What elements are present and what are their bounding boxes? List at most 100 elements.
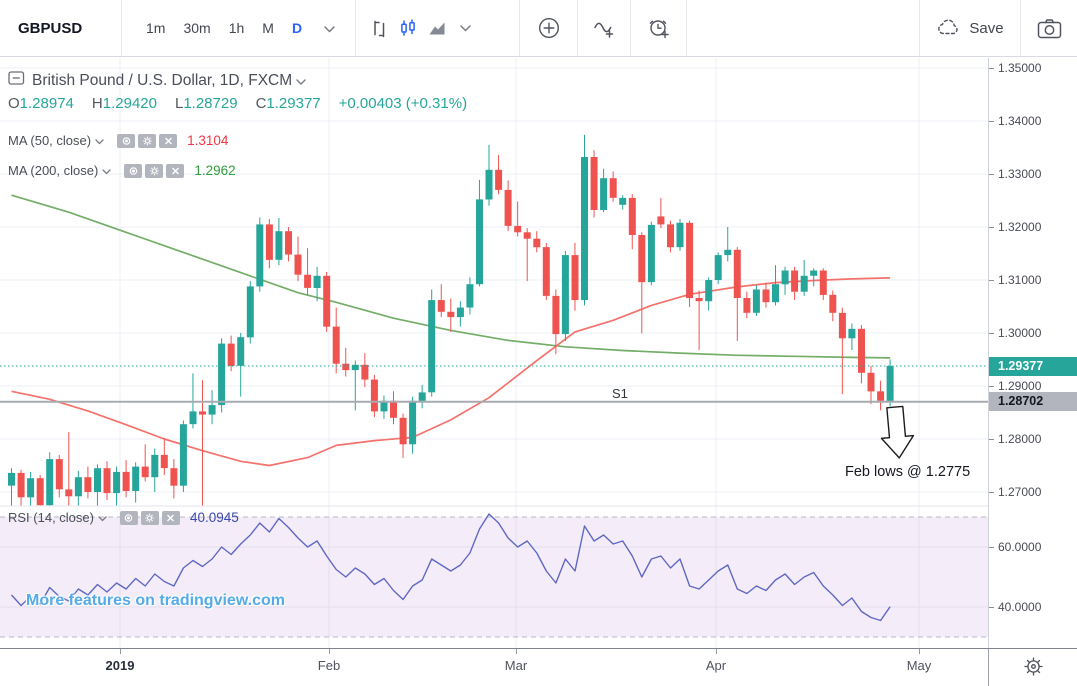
toolbar-spacer: [687, 0, 919, 56]
chevron-down-icon[interactable]: [98, 510, 107, 525]
rsi-value: 40.0945: [189, 510, 239, 525]
rsi-axis-label: 60.0000: [998, 540, 1042, 554]
close-value: 1.29377: [266, 95, 321, 112]
price-axis-label: 1.28000: [998, 432, 1042, 446]
price-axis-label: 1.29000: [998, 379, 1042, 393]
down-arrow-annotation: [880, 405, 915, 459]
toolbar-separator: [519, 0, 520, 56]
price-axis-label: 1.30000: [998, 326, 1042, 340]
time-axis-tick: [716, 649, 717, 654]
price-axis-tick: [989, 333, 994, 334]
rsi-axis-tick: [989, 547, 994, 548]
time-axis-label: Feb: [317, 658, 341, 673]
feb-lows-annotation[interactable]: Feb lows @ 1.2775: [845, 464, 971, 480]
price-axis-tick: [989, 121, 994, 122]
close-icon[interactable]: [161, 510, 180, 525]
ma50-label[interactable]: MA (50, close): [8, 133, 92, 148]
chevron-down-icon[interactable]: [296, 72, 306, 90]
rsi-axis-label: 40.0000: [998, 600, 1042, 614]
time-axis-label: Apr: [705, 658, 727, 673]
price-axis-label: 1.31000: [998, 273, 1042, 287]
price-axis-label: 1.32000: [998, 220, 1042, 234]
time-axis[interactable]: 2019 Feb Mar Apr May: [0, 648, 1077, 686]
low-value: 1.28729: [183, 95, 238, 112]
save-label: Save: [969, 19, 1004, 37]
open-value: 1.28974: [19, 95, 74, 112]
chevron-down-icon[interactable]: [460, 19, 471, 37]
gear-settings-icon[interactable]: [138, 133, 157, 148]
change-value: +0.00403 (+0.31%): [338, 95, 468, 112]
time-axis-tick: [120, 649, 121, 654]
time-axis-tick: [919, 649, 920, 654]
interval-1m[interactable]: 1m: [146, 20, 166, 36]
eye-visibility-icon[interactable]: [117, 133, 136, 148]
time-axis-label: Mar: [504, 658, 528, 673]
price-axis-tick: [989, 68, 994, 69]
indicators-button[interactable]: [578, 0, 630, 56]
price-axis[interactable]: 1.29377 1.28702 1.35000 1.34000 1.33000 1.3…: [988, 58, 1077, 648]
collapse-icon[interactable]: [8, 70, 25, 91]
ma50-value: 1.3104: [187, 133, 229, 148]
price-axis-label: 1.33000: [998, 167, 1042, 181]
eye-visibility-icon[interactable]: [119, 510, 138, 525]
tradingview-watermark[interactable]: More features on tradingview.com: [26, 592, 286, 609]
toolbar-separator: [121, 0, 122, 56]
price-axis-tick: [989, 174, 994, 175]
interval-30m[interactable]: 30m: [183, 20, 211, 36]
price-axis-tick: [989, 280, 994, 281]
s1-support-label[interactable]: S1: [612, 386, 628, 401]
price-axis-tick: [989, 439, 994, 440]
gear-settings-icon[interactable]: [145, 163, 164, 178]
toolbar-separator: [577, 0, 578, 56]
chevron-down-icon[interactable]: [95, 133, 104, 148]
close-icon[interactable]: [166, 163, 185, 178]
save-button[interactable]: Save: [920, 0, 1020, 56]
cloud-icon: [936, 17, 962, 40]
ma200-label[interactable]: MA (200, close): [8, 163, 99, 178]
symbol-title[interactable]: British Pound / U.S. Dollar, 1D, FXCM: [32, 71, 293, 89]
chevron-down-icon[interactable]: [324, 20, 335, 36]
interval-D-active[interactable]: D: [291, 20, 303, 36]
chart-canvas[interactable]: British Pound / U.S. Dollar, 1D, FXCM O1…: [0, 58, 988, 648]
gear-settings-icon[interactable]: [140, 510, 159, 525]
time-axis-label: May: [906, 658, 932, 673]
close-icon[interactable]: [159, 133, 178, 148]
chart-legend-title: British Pound / U.S. Dollar, 1D, FXCM: [8, 70, 306, 91]
price-axis-label: 1.34000: [998, 114, 1042, 128]
time-axis-divider: [988, 649, 989, 686]
symbol-button[interactable]: GBPUSD: [18, 19, 83, 37]
interval-group: 1m 30m 1h M D: [122, 0, 355, 56]
support-price-badge: 1.28702: [989, 392, 1077, 412]
toolbar-separator: [686, 0, 687, 56]
close-label: C: [255, 95, 267, 112]
ma200-value: 1.2962: [194, 163, 236, 178]
ma200-legend-row: MA (200, close) 1.2962: [8, 163, 236, 178]
area-chart-icon[interactable]: [427, 19, 447, 37]
gear-settings-icon[interactable]: [1024, 657, 1043, 681]
ma50-legend-row: MA (50, close) 1.3104: [8, 133, 228, 148]
candles-chart-icon[interactable]: [398, 18, 418, 38]
toolbar-separator: [630, 0, 631, 56]
chevron-down-icon[interactable]: [102, 163, 111, 178]
price-axis-tick: [989, 492, 994, 493]
price-chart-svg[interactable]: [0, 58, 988, 648]
interval-M[interactable]: M: [262, 20, 274, 36]
price-axis-label: 1.35000: [998, 61, 1042, 75]
time-axis-tick: [329, 649, 330, 654]
toolbar-separator: [919, 0, 920, 56]
top-toolbar: GBPUSD 1m 30m 1h M D: [0, 0, 1077, 57]
alert-button[interactable]: [631, 0, 686, 56]
interval-1h[interactable]: 1h: [228, 20, 245, 36]
price-axis-label: 1.27000: [998, 485, 1042, 499]
rsi-label[interactable]: RSI (14, close): [8, 510, 94, 525]
bars-chart-icon[interactable]: [370, 19, 389, 38]
last-price-badge: 1.29377: [989, 356, 1077, 376]
ohlc-readout: O1.28974 H1.29420 L1.28729 C1.29377 +0.0…: [8, 95, 476, 112]
snapshot-camera-button[interactable]: [1021, 0, 1077, 56]
compare-button[interactable]: [520, 0, 577, 56]
price-axis-tick: [989, 386, 994, 387]
high-value: 1.29420: [102, 95, 157, 112]
time-axis-tick: [516, 649, 517, 654]
eye-visibility-icon[interactable]: [124, 163, 143, 178]
